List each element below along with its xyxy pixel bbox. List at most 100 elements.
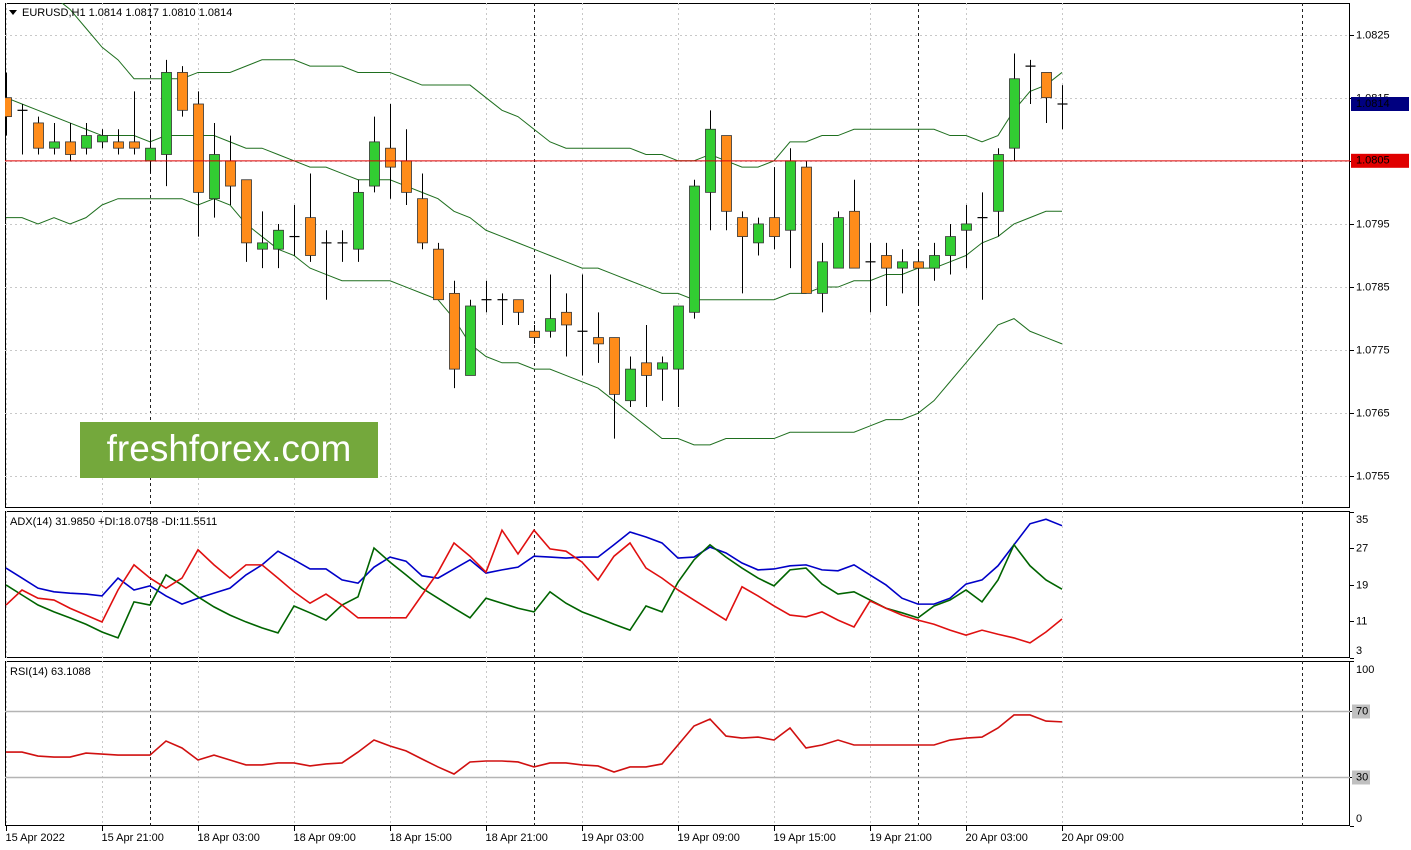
candle-body (881, 255, 892, 269)
candle-body (1041, 72, 1052, 99)
indicator-line (6, 198, 1063, 446)
candle-body (241, 179, 252, 244)
candle-body (5, 97, 12, 118)
x-tick-label: 18 Apr 03:00 (198, 832, 260, 844)
candle-body (81, 135, 92, 149)
candle-body (529, 330, 540, 338)
candle-body (49, 141, 60, 149)
candle-body (993, 154, 1004, 212)
y-tick-label: 0 (1356, 813, 1362, 825)
x-tick-label: 20 Apr 09:00 (1062, 832, 1124, 844)
adx-title: ADX(14) 31.9850 +DI:18.0758 -DI:11.5511 (10, 516, 217, 528)
y-tick-label: 27 (1356, 542, 1368, 554)
y-tick-label: 19 (1356, 579, 1368, 591)
candle-body (657, 362, 668, 370)
candle-body (417, 198, 428, 244)
watermark-box (80, 422, 378, 478)
candle-body (753, 223, 764, 244)
y-tick-label: 1.0795 (1356, 218, 1390, 230)
candle-body (897, 261, 908, 269)
candle-body (673, 305, 684, 370)
x-tick-label: 19 Apr 21:00 (870, 832, 932, 844)
candle-body (161, 72, 172, 155)
x-tick-label: 18 Apr 09:00 (294, 832, 356, 844)
indicator-line (5, 518, 1063, 606)
chart-title: EURUSD,H1 1.0814 1.0817 1.0810 1.0814 (22, 7, 232, 19)
candle-body (209, 154, 220, 200)
candle-body (961, 223, 972, 231)
candle-body (849, 210, 860, 269)
level-label-box (1352, 704, 1370, 719)
rsi-panel (5, 661, 1350, 826)
candle-body (65, 141, 76, 155)
x-tick-label: 18 Apr 15:00 (390, 832, 452, 844)
candle-body (689, 185, 700, 313)
candle-body (609, 337, 620, 395)
candle-body (737, 217, 748, 237)
x-tick-label: 15 Apr 21:00 (102, 832, 164, 844)
current-price-tag (1351, 97, 1409, 111)
candle-body (929, 255, 940, 269)
candle-body (625, 368, 636, 402)
x-tick-label: 20 Apr 03:00 (966, 832, 1028, 844)
x-tick-label: 15 Apr 2022 (6, 832, 65, 844)
candle-body (945, 236, 956, 256)
plot-area (5, 518, 1063, 644)
candle-body (817, 261, 828, 294)
y-tick-label: 1.0765 (1356, 407, 1390, 419)
y-tick-label: 70 (1356, 705, 1368, 717)
candle-body (913, 261, 924, 269)
candle-body (113, 141, 124, 149)
indicator-line (6, 714, 1063, 775)
level-price-label: 1.0805 (1356, 155, 1390, 167)
watermark: freshforex.com (107, 428, 352, 469)
y-tick-label: 11 (1356, 615, 1367, 627)
candle-body (401, 160, 412, 193)
y-tick-label: 1.0825 (1356, 29, 1390, 41)
candle-body (385, 147, 396, 168)
y-tick-label: 1.0775 (1356, 344, 1390, 356)
candle-body (353, 191, 364, 250)
candle-body (801, 166, 812, 294)
rsi-title: RSI(14) 63.1088 (10, 666, 91, 678)
y-tick-label: 35 (1356, 514, 1368, 526)
candle-body (145, 147, 156, 162)
candle-body (513, 299, 524, 313)
y-tick-label: 1.0785 (1356, 281, 1390, 293)
candle-body (593, 337, 604, 345)
candle-body (641, 362, 652, 376)
candle-body (465, 305, 476, 376)
candle-body (369, 141, 380, 187)
candle-body (225, 160, 236, 187)
x-tick-label: 19 Apr 03:00 (582, 832, 644, 844)
candle-body (785, 160, 796, 231)
candle-body (545, 318, 556, 332)
candle-body (33, 122, 44, 149)
x-tick-label: 19 Apr 09:00 (678, 832, 740, 844)
x-tick-label: 19 Apr 15:00 (774, 832, 836, 844)
candle-body (769, 217, 780, 237)
y-tick-label: 30 (1356, 771, 1368, 783)
grid (6, 511, 1303, 658)
candle-body (449, 292, 460, 370)
y-tick-label: 3 (1356, 645, 1362, 657)
current-price-label: 1.0814 (1356, 98, 1390, 110)
plot-area (6, 714, 1063, 775)
symbol-menu-arrow[interactable] (9, 10, 17, 15)
candle-body (129, 141, 140, 149)
level-label-box (1352, 770, 1370, 785)
candle-body (177, 72, 188, 111)
y-tick-label: 100 (1356, 664, 1374, 676)
indicator-line (5, 528, 1063, 644)
candle-body (257, 242, 268, 250)
candle-body (433, 248, 444, 301)
plot-area (5, 3, 1068, 446)
candle-body (305, 217, 316, 256)
candle-body (561, 311, 572, 326)
candle-body (97, 135, 108, 143)
x-tick-label: 18 Apr 21:00 (486, 832, 548, 844)
y-tick-label: 1.0755 (1356, 470, 1390, 482)
candle-body (1009, 78, 1020, 149)
candle-body (721, 135, 732, 212)
